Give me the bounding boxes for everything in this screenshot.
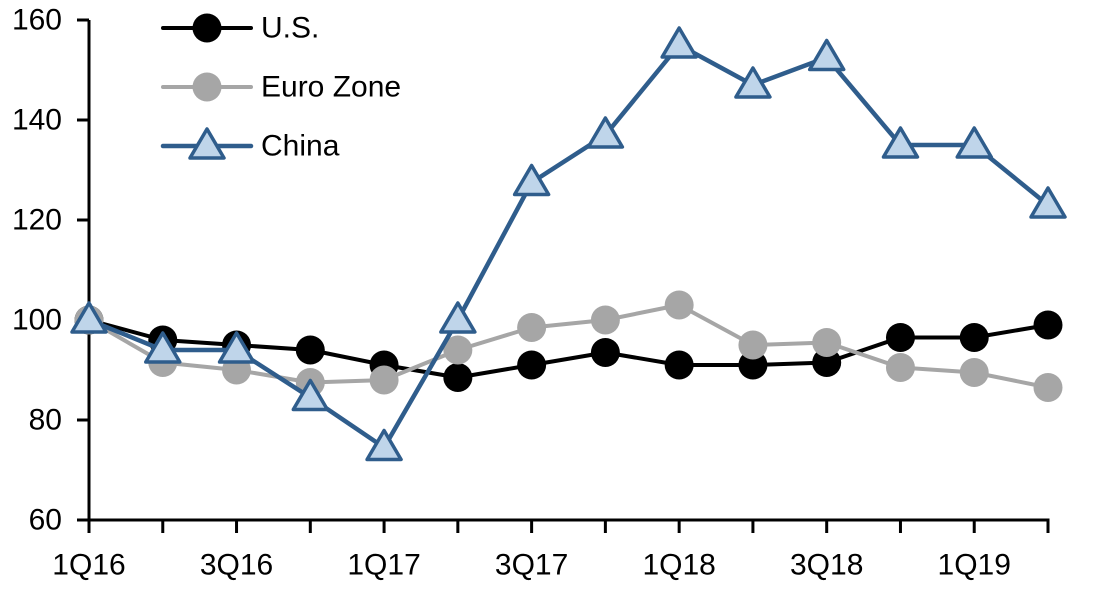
y-tick-label: 140 [12,104,62,137]
x-tick-label: 1Q18 [642,549,715,582]
series-euro-zone-marker [664,290,694,320]
series-u-s-marker [885,323,915,352]
legend-circle-icon [192,72,222,102]
legend-circle-icon [192,13,222,43]
series-china-marker [512,163,551,197]
x-tick-label: 1Q16 [52,549,125,582]
series-u-s-marker [1033,310,1063,340]
series-china-marker [70,301,108,334]
series-euro-zone-marker [590,305,620,335]
series-u-s-marker [295,335,325,365]
series-euro-zone-marker [812,328,842,357]
series-u-s-marker [738,350,768,380]
series-china-marker [291,378,330,412]
x-tick-label: 3Q18 [790,549,863,582]
y-tick-label: 60 [29,504,62,537]
legend-triangle-icon [188,127,226,160]
x-tick-label: 1Q17 [347,549,420,582]
series-china-marker [217,331,256,364]
series-china-marker [734,66,772,99]
y-tick-label: 120 [12,204,62,237]
series-euro-zone-marker [369,365,399,395]
series-china-marker [365,428,403,462]
series-u-s-marker [959,323,989,352]
legend-label-euro-zone: Euro Zone [261,71,401,104]
series-china-marker [660,26,698,59]
series-euro-zone-marker [959,358,989,387]
legend-label-u-s: U.S. [261,12,319,45]
legend-label-china: China [261,130,340,163]
series-u-s-marker [812,348,842,377]
x-tick-label: 3Q16 [200,549,273,582]
series-china-marker [881,126,920,159]
series-china-marker [439,301,477,334]
series-china-marker [144,331,182,364]
series-china-marker [807,38,846,72]
series-line-china [86,42,1051,450]
x-tick-label: 3Q17 [495,549,568,582]
series-u-s-marker [443,363,473,392]
series-u-s-marker [517,350,547,380]
series-china-marker [586,116,625,149]
series-euro-zone-marker [885,353,915,382]
y-tick-label: 160 [12,4,62,37]
y-tick-label: 80 [29,404,62,437]
series-euro-zone-marker [1033,373,1063,402]
series-u-s-marker [664,350,694,380]
x-tick-label: 1Q19 [938,549,1011,582]
series-euro-zone-marker [443,335,473,365]
series-euro-zone-marker [517,313,547,342]
series-china-marker [1029,186,1067,219]
series-china-marker [955,126,993,159]
series-euro-zone-marker [738,330,768,360]
series-u-s-marker [590,338,620,367]
y-tick-label: 100 [12,304,62,337]
